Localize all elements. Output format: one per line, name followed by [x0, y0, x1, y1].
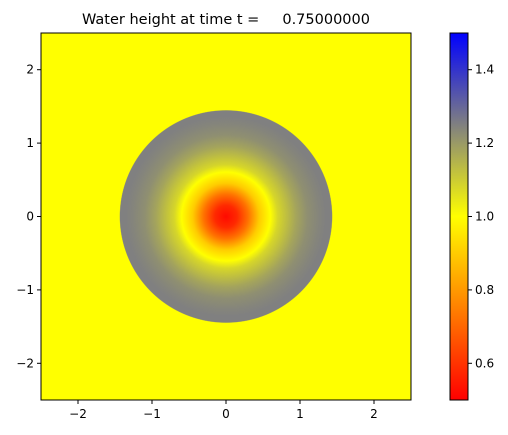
colorbar-tick-label: 1.2 [475, 136, 494, 150]
x-tick-label: −2 [69, 407, 87, 421]
colorbar-tick-label: 0.6 [475, 356, 494, 370]
y-tick-label: 1 [26, 136, 34, 150]
colorbar-tick-label: 0.8 [475, 283, 494, 297]
x-tick-label: 1 [296, 407, 304, 421]
x-tick-label: 0 [222, 407, 230, 421]
x-axis: −2 −1 0 1 2 [69, 400, 378, 421]
y-axis: −2 −1 0 1 2 [16, 63, 41, 370]
colorbar-axis: 0.6 0.8 1.0 1.2 1.4 [468, 63, 494, 370]
colorbar-gradient [449, 32, 469, 401]
colorbar-tick-label: 1.0 [475, 210, 494, 224]
x-tick-label: −1 [143, 407, 161, 421]
y-tick-label: 2 [26, 63, 34, 77]
water-height-field [119, 109, 333, 324]
y-tick-label: 0 [26, 210, 34, 224]
colorbar-tick-label: 1.4 [475, 63, 494, 77]
x-tick-label: 2 [370, 407, 378, 421]
plot-area [40, 32, 412, 401]
chart-title: Water height at time t = 0.75000000 [82, 12, 370, 28]
y-tick-label: −1 [16, 283, 34, 297]
colorbar: 0.6 0.8 1.0 1.2 1.4 [449, 32, 494, 401]
y-tick-label: −2 [16, 356, 34, 370]
